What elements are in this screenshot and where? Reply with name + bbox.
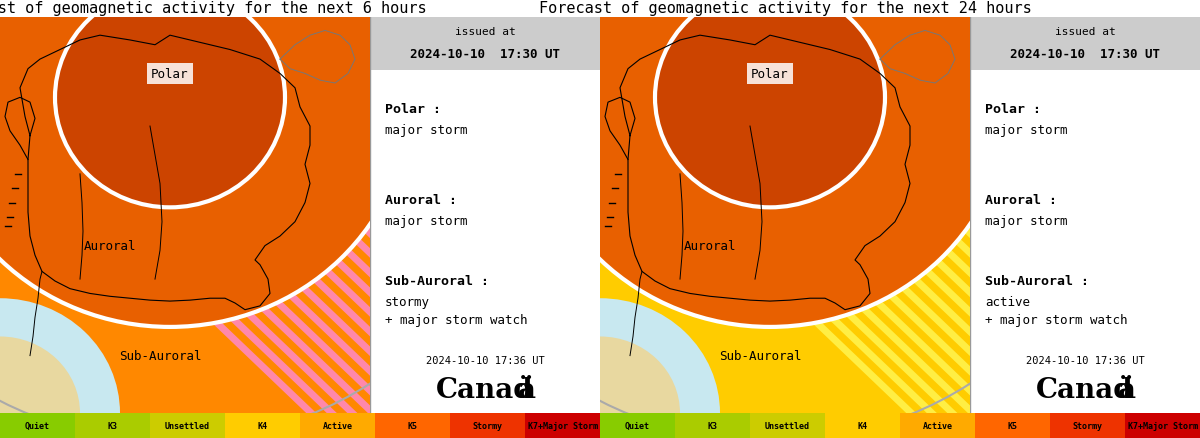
Text: Auroral :: Auroral : [385,194,457,207]
Bar [0,413,74,438]
Text: Auroral: Auroral [684,240,737,253]
Bar [974,413,1050,438]
Text: Quiet: Quiet [625,421,650,430]
Text: Quiet: Quiet [25,421,50,430]
Text: + major storm watch: + major storm watch [985,313,1128,326]
Bar [74,413,150,438]
Text: major storm: major storm [985,215,1068,227]
Circle shape [55,0,286,208]
Text: Polar :: Polar : [985,103,1042,116]
Bar [450,413,526,438]
Text: Polar :: Polar : [385,103,442,116]
Text: Sub-Auroral: Sub-Auroral [119,350,202,362]
Bar [374,413,450,438]
Text: Active: Active [323,421,353,430]
Wedge shape [0,337,80,413]
Text: Stormy: Stormy [473,421,503,430]
Text: Polar: Polar [151,68,188,81]
Text: Polar: Polar [751,68,788,81]
Text: Sub-Auroral: Sub-Auroral [719,350,802,362]
Text: Forecast of geomagnetic activity for the next 6 hours: Forecast of geomagnetic activity for the… [0,1,427,17]
Text: Forecast of geomagnetic activity for the next 24 hours: Forecast of geomagnetic activity for the… [539,1,1031,17]
Text: K4: K4 [858,421,868,430]
Text: 2024-10-10  17:30 UT: 2024-10-10 17:30 UT [1010,48,1160,61]
Bar [526,413,600,438]
Text: Unsettled: Unsettled [766,421,810,430]
Circle shape [0,0,410,327]
Wedge shape [0,299,120,413]
Bar [750,413,826,438]
Text: Canad: Canad [1036,376,1134,403]
Bar [226,413,300,438]
Text: K3: K3 [708,421,718,430]
Bar [1050,413,1126,438]
Wedge shape [600,299,720,413]
Text: active: active [985,296,1030,309]
Text: 2024-10-10 17:36 UT: 2024-10-10 17:36 UT [1026,356,1145,366]
Bar [1126,413,1200,438]
Circle shape [655,0,886,208]
Text: ä: ä [1118,376,1136,403]
Text: Unsettled: Unsettled [166,421,210,430]
Text: Active: Active [923,421,953,430]
Text: Canad: Canad [436,376,534,403]
Text: 2024-10-10  17:30 UT: 2024-10-10 17:30 UT [410,48,560,61]
Text: Sub-Auroral :: Sub-Auroral : [985,275,1090,288]
Text: K5: K5 [408,421,418,430]
Text: Sub-Auroral :: Sub-Auroral : [385,275,490,288]
Text: K7+Major Storm: K7+Major Storm [528,421,598,430]
Bar [300,413,374,438]
Bar [900,413,974,438]
Text: Auroral :: Auroral : [985,194,1057,207]
Text: Stormy: Stormy [1073,421,1103,430]
Text: 2024-10-10 17:36 UT: 2024-10-10 17:36 UT [426,356,545,366]
Text: major storm: major storm [985,124,1068,137]
Bar [674,413,750,438]
Bar [370,18,600,71]
Text: stormy: stormy [385,296,430,309]
Text: + major storm watch: + major storm watch [385,313,528,326]
Circle shape [530,0,1010,327]
Text: K5: K5 [1008,421,1018,430]
Text: major storm: major storm [385,124,468,137]
Wedge shape [600,337,680,413]
Text: ä: ä [518,376,536,403]
Text: K3: K3 [108,421,118,430]
Text: K7+Major Storm: K7+Major Storm [1128,421,1198,430]
Text: K4: K4 [258,421,268,430]
Text: Auroral: Auroral [84,240,137,253]
Text: issued at: issued at [1055,27,1115,37]
Bar [826,413,900,438]
Text: issued at: issued at [455,27,515,37]
Bar [970,18,1200,71]
Bar [150,413,226,438]
Bar [600,413,674,438]
Text: major storm: major storm [385,215,468,227]
